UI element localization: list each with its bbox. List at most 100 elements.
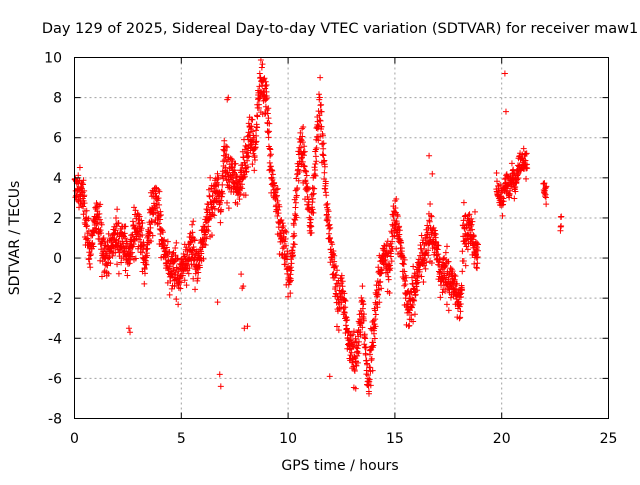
- data-point: [114, 261, 121, 268]
- data-point: [214, 170, 221, 177]
- data-point: [177, 285, 184, 292]
- data-point: [189, 247, 196, 254]
- data-point: [439, 275, 446, 282]
- data-point: [142, 270, 149, 277]
- data-point: [204, 200, 211, 207]
- data-point: [273, 186, 280, 193]
- data-point: [303, 172, 310, 179]
- data-point: [267, 151, 274, 158]
- data-point: [368, 355, 375, 362]
- data-point: [126, 260, 133, 267]
- data-point: [156, 201, 163, 208]
- data-point: [156, 188, 163, 195]
- data-point: [230, 175, 237, 182]
- outlier-point: [238, 271, 245, 278]
- data-point: [344, 317, 351, 324]
- data-point: [474, 253, 481, 260]
- data-point: [372, 323, 379, 330]
- data-point: [312, 146, 319, 153]
- data-point: [384, 252, 391, 259]
- data-point: [422, 265, 429, 272]
- data-point: [359, 324, 366, 331]
- data-point: [510, 166, 517, 173]
- data-point: [400, 260, 407, 267]
- data-point: [93, 220, 100, 227]
- data-point: [454, 280, 461, 287]
- data-point: [222, 143, 229, 150]
- data-point: [208, 232, 215, 239]
- y-tick-label: -4: [48, 331, 62, 347]
- data-point: [332, 284, 339, 291]
- data-point: [288, 260, 295, 267]
- outlier-point: [127, 329, 134, 336]
- data-point: [161, 236, 168, 243]
- data-point: [445, 258, 452, 265]
- data-point: [342, 297, 349, 304]
- data-point: [366, 351, 373, 358]
- data-point: [508, 160, 515, 167]
- data-point: [460, 238, 467, 245]
- data-point: [362, 351, 369, 358]
- data-point: [304, 186, 311, 193]
- data-point: [219, 190, 226, 197]
- data-point: [215, 174, 222, 181]
- data-point: [80, 177, 87, 184]
- data-point: [500, 198, 507, 205]
- data-point: [459, 268, 466, 275]
- data-point: [231, 167, 238, 174]
- data-point: [323, 217, 330, 224]
- data-point: [387, 265, 394, 272]
- data-point: [515, 175, 522, 182]
- data-point: [139, 249, 146, 256]
- data-point: [326, 221, 333, 228]
- data-point: [361, 341, 368, 348]
- data-point: [543, 201, 550, 208]
- data-point: [195, 269, 202, 276]
- data-point: [275, 210, 282, 217]
- data-point: [124, 272, 131, 279]
- data-point: [234, 200, 241, 207]
- data-point: [253, 138, 260, 145]
- data-point: [436, 269, 443, 276]
- data-point: [114, 206, 121, 213]
- data-point: [155, 195, 162, 202]
- data-point: [222, 173, 229, 180]
- data-point: [418, 232, 425, 239]
- data-point: [289, 252, 296, 259]
- data-point: [370, 330, 377, 337]
- data-point: [105, 270, 112, 277]
- data-point: [98, 273, 105, 280]
- data-point: [186, 265, 193, 272]
- data-point: [341, 308, 348, 315]
- data-point: [398, 245, 405, 252]
- data-point: [269, 167, 276, 174]
- data-point: [354, 359, 361, 366]
- data-point: [254, 113, 261, 120]
- data-point: [141, 264, 148, 271]
- data-point: [293, 192, 300, 199]
- data-point: [294, 184, 301, 191]
- data-point: [331, 258, 338, 265]
- data-point: [396, 227, 403, 234]
- data-point: [95, 214, 102, 221]
- data-point: [542, 184, 549, 191]
- data-point: [307, 216, 314, 223]
- data-point: [143, 261, 150, 268]
- chart-title: Day 129 of 2025, Sidereal Day-to-day VTE…: [42, 21, 638, 37]
- data-point: [218, 206, 225, 213]
- data-point: [372, 307, 379, 314]
- data-point: [355, 338, 362, 345]
- data-point: [237, 191, 244, 198]
- data-point: [280, 222, 287, 229]
- x-tick-label: 15: [386, 431, 404, 447]
- data-point: [311, 164, 318, 171]
- data-point: [205, 228, 212, 235]
- data-point: [271, 179, 278, 186]
- data-point: [265, 134, 272, 141]
- data-point: [265, 105, 272, 112]
- data-point: [159, 229, 166, 236]
- y-tick-label: -8: [48, 412, 62, 428]
- data-point: [173, 239, 180, 246]
- data-point: [524, 165, 531, 172]
